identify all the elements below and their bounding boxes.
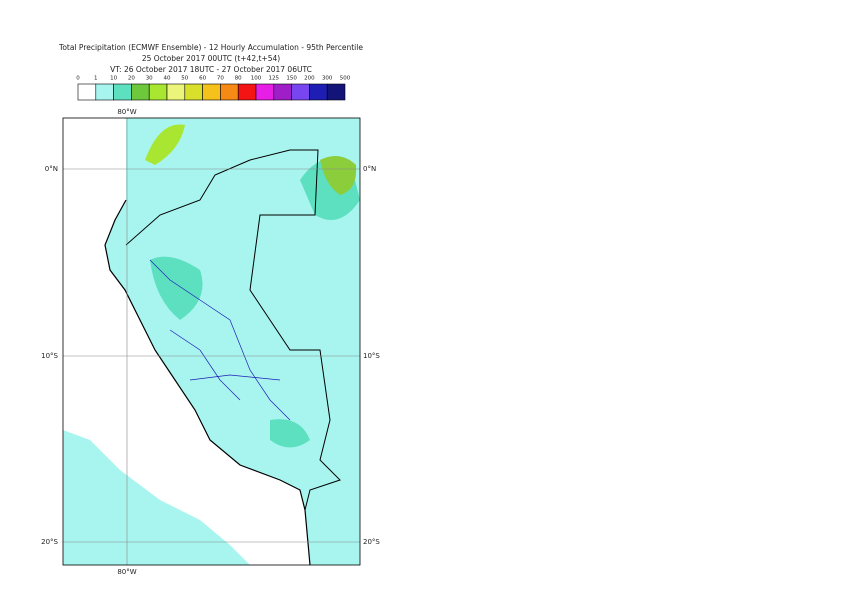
precip-patch [270,419,310,448]
legend-label: 80 [235,76,242,82]
legend-swatch [113,83,132,101]
legend-label: 500 [340,76,351,82]
region-border [149,259,291,421]
legend-swatch [255,83,275,101]
lat-label: 20°S [363,538,380,546]
legend-label: 20 [128,76,135,82]
title: Total Precipitation (ECMWF Ensemble) - 1… [58,43,363,52]
legend-swatch [220,83,239,101]
legend-label: 30 [146,76,153,82]
legend-swatch [148,83,168,101]
precip-patch [150,256,203,320]
coastline [104,199,311,565]
legend-label: 150 [286,76,297,82]
legend-swatch [291,83,310,101]
legend-label: 100 [251,76,262,82]
lon-label: 80°W [117,568,136,576]
legend-label: 300 [322,76,333,82]
legend-label: 40 [164,76,171,82]
legend-swatch [95,83,114,101]
lat-label: 10°S [41,352,58,360]
legend-label: 0 [76,76,80,82]
legend-label: 1 [94,76,98,82]
legend-swatch [166,83,186,101]
lat-label: 20°S [41,538,58,546]
map [63,118,360,565]
legend-label: 125 [269,76,280,82]
lat-label: 10°S [363,352,380,360]
legend-label: 60 [199,76,206,82]
legend-label: 50 [181,76,188,82]
lat-label: 0°N [45,165,58,173]
legend-swatch [202,83,221,101]
precip-land [105,118,360,565]
lon-label: 80°W [117,108,136,116]
legend-label: 200 [304,76,315,82]
legend-swatch [184,83,203,101]
country-border [125,149,341,511]
graticule [63,118,360,565]
legend-label: 10 [110,76,117,82]
legend-swatch [273,83,292,101]
legend-label: 70 [217,76,224,82]
legend-swatch [237,83,257,101]
valid-time: VT: 26 October 2017 18UTC - 27 October 2… [110,65,312,74]
base-time: 25 October 2017 00UTC (t+42,t+54) [142,54,280,63]
legend-swatch [309,83,328,101]
precip-patch [145,124,185,165]
precip-ocean [63,430,250,565]
legend-swatch [77,83,97,101]
legend-swatch [326,83,346,101]
legend-swatch [131,83,150,101]
legend: 0 1 10 20 30 40 50 60 70 80 100 125 150 200 300 500 [76,76,351,101]
map-frame [62,117,361,566]
lat-label: 0°N [363,165,376,173]
precip-patch [320,156,357,195]
